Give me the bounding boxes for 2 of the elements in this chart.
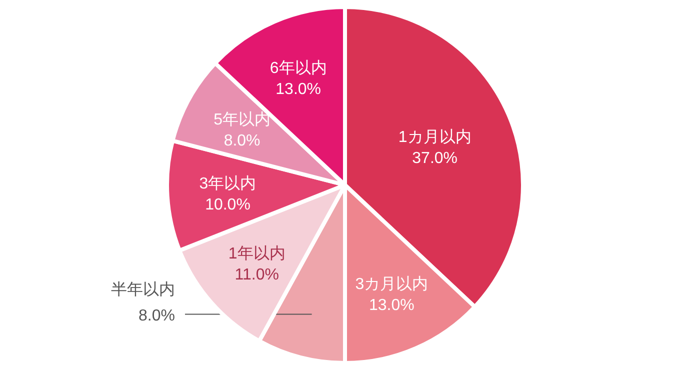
data-label: 8.0% (138, 307, 175, 324)
slice-label: 半年以内 (111, 280, 175, 298)
